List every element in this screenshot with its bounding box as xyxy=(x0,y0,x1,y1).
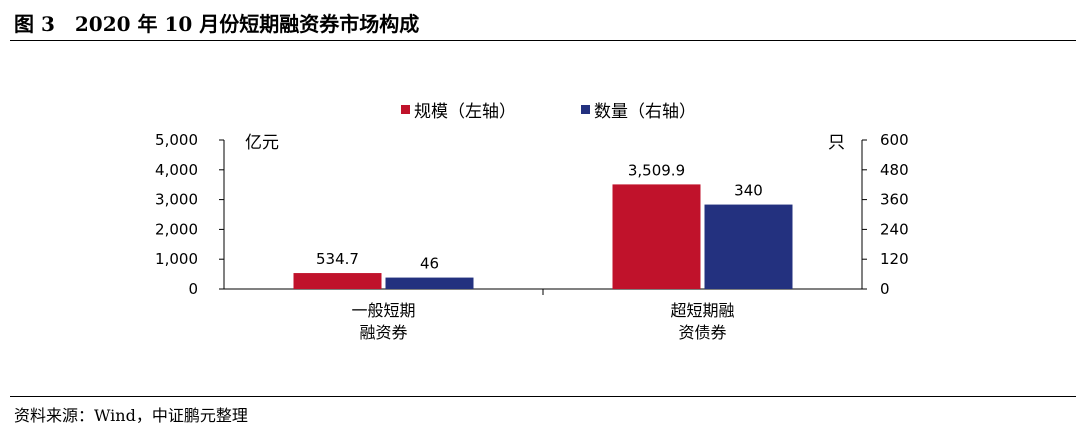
right-tick-label: 120 xyxy=(880,250,909,268)
left-tick-label: 0 xyxy=(188,280,198,298)
legend-label: 规模（左轴） xyxy=(414,102,516,122)
bar-scale xyxy=(612,184,701,289)
data-label: 46 xyxy=(420,255,439,273)
footer-divider xyxy=(10,396,1076,397)
data-label: 534.7 xyxy=(316,250,359,268)
category-label: 资债券 xyxy=(678,323,726,342)
right-tick-label: 240 xyxy=(880,220,909,238)
right-tick-label: 0 xyxy=(880,280,890,298)
left-tick-label: 5,000 xyxy=(155,131,198,149)
data-label: 340 xyxy=(734,182,763,200)
category-label: 融资券 xyxy=(359,323,407,342)
chart-axes: 0 1,000 2,000 3,000 4,000 5,000 0 120 240 360 480 6… xyxy=(155,131,909,298)
left-tick-label: 2,000 xyxy=(155,220,198,238)
left-tick-label: 3,000 xyxy=(155,191,198,209)
bar-scale xyxy=(293,273,382,289)
chart-bars xyxy=(293,184,793,289)
left-tick-label: 4,000 xyxy=(155,161,198,179)
legend-swatch xyxy=(581,105,590,114)
bar-count xyxy=(704,204,793,289)
category-label: 一般短期 xyxy=(351,301,415,320)
title-divider xyxy=(10,40,1076,41)
right-tick-label: 600 xyxy=(880,131,909,149)
right-tick-label: 480 xyxy=(880,161,909,179)
chart-legend: 规模（左轴） 数量（右轴） xyxy=(401,102,696,122)
left-tick-label: 1,000 xyxy=(155,250,198,268)
data-label: 3,509.9 xyxy=(628,161,685,179)
legend-label: 数量（右轴） xyxy=(594,102,696,122)
legend-swatch xyxy=(401,105,410,114)
chart-title: 图 3 2020 年 10 月份短期融资券市场构成 xyxy=(14,12,420,36)
source-note: 资料来源：Wind，中证鹏元整理 xyxy=(14,406,248,425)
right-axis-unit: 只 xyxy=(828,133,845,153)
bar-count xyxy=(385,277,474,289)
left-axis-unit: 亿元 xyxy=(245,133,279,153)
category-label: 超短期融 xyxy=(670,301,734,320)
right-tick-label: 360 xyxy=(880,191,909,209)
